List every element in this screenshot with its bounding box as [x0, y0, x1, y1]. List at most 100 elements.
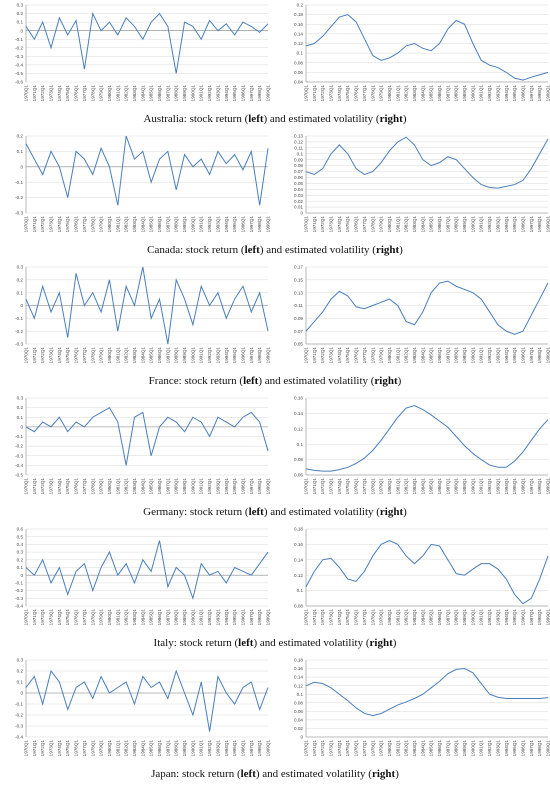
caption-part: left: [248, 113, 264, 125]
x-tick-label: 1972Q1: [40, 740, 45, 757]
y-tick-label: 0: [20, 573, 23, 578]
x-tick-label: 1983Q1: [132, 85, 137, 102]
x-tick-label: 1990Q1: [470, 478, 475, 495]
x-tick-label: 1995Q1: [232, 216, 237, 233]
x-tick-label: 1982Q1: [124, 478, 129, 495]
x-tick-label: 1982Q1: [124, 85, 129, 102]
x-tick-label: 1979Q1: [379, 216, 384, 233]
x-tick-label: 1971Q1: [32, 347, 37, 364]
x-tick-label: 1994Q1: [224, 85, 229, 102]
x-tick-label: 1984Q1: [140, 740, 145, 757]
x-tick-label: 1997Q1: [529, 609, 534, 626]
x-tick-label: 1991Q1: [199, 478, 204, 495]
y-tick-label: 0.16: [294, 542, 303, 547]
x-tick-label: 1988Q1: [454, 347, 459, 364]
y-tick-label: 0.15: [294, 277, 303, 282]
caption-part: ): [403, 113, 407, 125]
x-tick-label: 1996Q1: [240, 609, 245, 626]
x-tick-label: 1974Q1: [57, 740, 62, 757]
x-tick-label: 1988Q1: [454, 216, 459, 233]
caption-part: right: [380, 113, 404, 125]
x-tick-label: 1985Q1: [149, 347, 154, 364]
x-tick-label: 1975Q1: [65, 740, 70, 757]
x-tick-label: 1991Q1: [479, 216, 484, 233]
x-tick-label: 1976Q1: [74, 85, 79, 102]
y-tick-label: 0.03: [294, 193, 303, 198]
y-tick-label: 0.04: [294, 187, 303, 192]
x-tick-label: 1998Q1: [537, 478, 542, 495]
x-tick-label: 1982Q1: [124, 347, 129, 364]
x-tick-label: 1986Q1: [157, 478, 162, 495]
y-tick-label: 0.04: [294, 80, 303, 85]
x-tick-label: 1986Q1: [437, 609, 442, 626]
x-tick-label: 1990Q1: [190, 609, 195, 626]
x-tick-label: 1976Q1: [354, 347, 359, 364]
x-tick-label: 1981Q1: [395, 85, 400, 102]
caption-part: ) and estimated volatility (: [253, 637, 369, 649]
x-tick-label: 1978Q1: [370, 347, 375, 364]
x-tick-label: 1987Q1: [165, 216, 170, 233]
x-tick-label: 1988Q1: [454, 740, 459, 757]
x-tick-label: 1996Q1: [240, 740, 245, 757]
x-tick-label: 1989Q1: [462, 478, 467, 495]
y-tick-label: 0.08: [294, 457, 303, 462]
x-tick-label: 1972Q1: [320, 85, 325, 102]
x-tick-label: 1981Q1: [115, 740, 120, 757]
y-tick-label: 0.2: [17, 134, 24, 139]
x-tick-label: 1972Q1: [320, 740, 325, 757]
series-line: [305, 405, 549, 472]
y-tick-label: 0.1: [297, 588, 304, 593]
x-tick-label: 1985Q1: [429, 347, 434, 364]
y-tick-label: 0.04: [294, 717, 303, 722]
y-tick-label: 0.14: [294, 557, 303, 562]
x-tick-label: 1976Q1: [354, 478, 359, 495]
caption: Italy: stock return (left) and estimated…: [154, 637, 397, 649]
x-tick-label: 1970Q1: [304, 609, 309, 626]
y-tick-label: 0.1: [17, 149, 24, 154]
y-tick-label: 0.13: [294, 134, 303, 139]
x-tick-label: 1987Q1: [445, 347, 450, 364]
x-tick-label: 1994Q1: [504, 478, 509, 495]
x-tick-label: 1977Q1: [82, 347, 87, 364]
y-tick-label: 0.14: [294, 31, 303, 36]
y-tick-label: 0: [20, 164, 23, 169]
x-tick-label: 1978Q1: [90, 478, 95, 495]
x-tick-label: 1982Q1: [404, 347, 409, 364]
x-tick-label: 1979Q1: [99, 609, 104, 626]
x-tick-label: 1998Q1: [537, 609, 542, 626]
x-tick-label: 1994Q1: [504, 609, 509, 626]
x-tick-label: 1972Q1: [40, 478, 45, 495]
x-tick-label: 1995Q1: [512, 216, 517, 233]
x-tick-label: 1989Q1: [182, 609, 187, 626]
x-tick-label: 1995Q1: [232, 609, 237, 626]
caption-part: Australia: stock return (: [143, 113, 248, 125]
x-tick-label: 1997Q1: [249, 347, 254, 364]
x-tick-label: 1999Q1: [546, 216, 550, 233]
x-tick-label: 1987Q1: [445, 478, 450, 495]
x-tick-label: 1972Q1: [320, 347, 325, 364]
x-tick-label: 1987Q1: [165, 609, 170, 626]
y-tick-label: 0.06: [294, 175, 303, 180]
y-tick-label: -0.3: [15, 342, 23, 347]
x-tick-label: 1993Q1: [495, 609, 500, 626]
y-tick-label: -0.3: [15, 596, 23, 601]
x-tick-label: 1993Q1: [215, 609, 220, 626]
x-tick-label: 1980Q1: [387, 347, 392, 364]
caption-part: ): [403, 506, 407, 518]
x-tick-label: 1994Q1: [504, 347, 509, 364]
y-tick-label: 0.2: [17, 11, 24, 16]
x-tick-label: 1982Q1: [124, 609, 129, 626]
x-tick-label: 1986Q1: [157, 609, 162, 626]
y-tick-label: 0.1: [297, 692, 304, 697]
x-tick-label: 1976Q1: [74, 478, 79, 495]
x-tick-label: 1989Q1: [182, 740, 187, 757]
x-tick-label: 1981Q1: [115, 609, 120, 626]
x-tick-label: 1997Q1: [529, 478, 534, 495]
x-tick-label: 1974Q1: [57, 347, 62, 364]
y-tick-label: 0.12: [294, 426, 303, 431]
x-tick-label: 1980Q1: [107, 85, 112, 102]
x-tick-label: 1999Q1: [546, 740, 550, 757]
x-tick-label: 1980Q1: [107, 478, 112, 495]
x-tick-label: 1972Q1: [40, 347, 45, 364]
caption-part: right: [372, 768, 396, 780]
